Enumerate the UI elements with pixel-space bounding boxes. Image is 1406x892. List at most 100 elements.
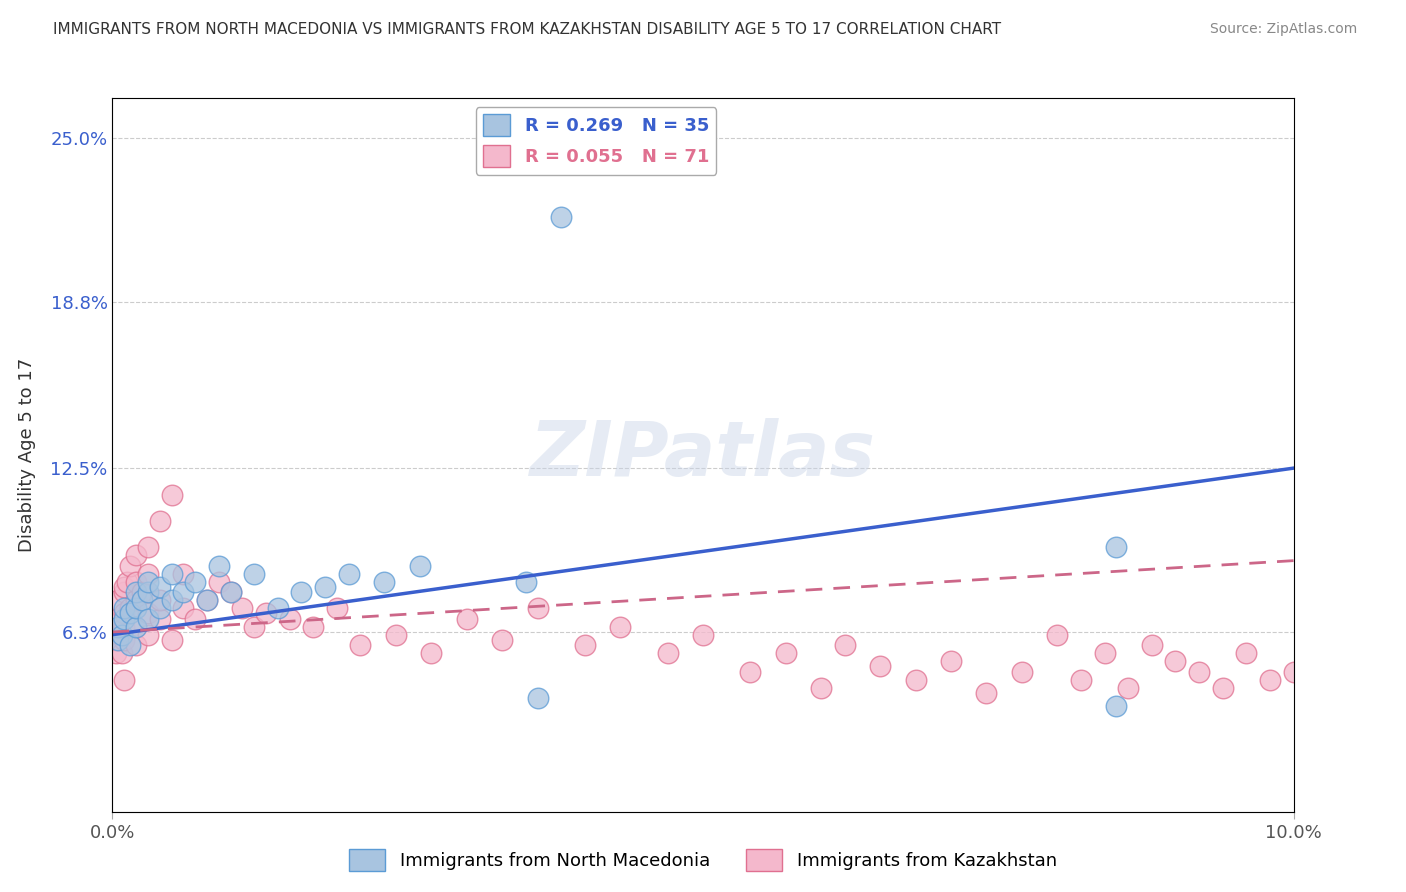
Point — [243, 566, 266, 581]
Point — [149, 593, 172, 607]
Point — [125, 638, 148, 652]
Point — [112, 620, 135, 634]
Point — [526, 601, 548, 615]
Point — [125, 620, 148, 634]
Point — [219, 585, 242, 599]
Point — [125, 620, 148, 634]
Point — [112, 580, 135, 594]
Point — [337, 566, 360, 581]
Point — [609, 620, 631, 634]
Legend: Immigrants from North Macedonia, Immigrants from Kazakhstan: Immigrants from North Macedonia, Immigra… — [342, 842, 1064, 879]
Point — [136, 627, 159, 641]
Point — [195, 593, 218, 607]
Point — [105, 632, 128, 647]
Point — [1105, 698, 1128, 713]
Point — [740, 665, 762, 679]
Point — [550, 210, 572, 224]
Point — [111, 646, 134, 660]
Point — [172, 585, 194, 599]
Point — [112, 673, 135, 687]
Legend: R = 0.269   N = 35, R = 0.055   N = 71: R = 0.269 N = 35, R = 0.055 N = 71 — [475, 107, 716, 175]
Point — [149, 612, 172, 626]
Text: Source: ZipAtlas.com: Source: ZipAtlas.com — [1209, 22, 1357, 37]
Point — [112, 585, 135, 599]
Point — [456, 612, 478, 626]
Point — [349, 638, 371, 652]
Point — [136, 574, 159, 589]
Point — [125, 593, 148, 607]
Point — [107, 620, 129, 634]
Point — [112, 632, 135, 647]
Point — [491, 632, 513, 647]
Point — [1282, 665, 1305, 679]
Point — [1258, 673, 1281, 687]
Point — [120, 638, 142, 652]
Point — [160, 632, 183, 647]
Point — [105, 646, 128, 660]
Point — [574, 638, 596, 652]
Point — [243, 620, 266, 634]
Point — [1070, 673, 1092, 687]
Point — [976, 686, 998, 700]
Point — [125, 574, 148, 589]
Point — [149, 580, 172, 594]
Point — [869, 659, 891, 673]
Point — [515, 574, 537, 589]
Point — [1212, 681, 1234, 695]
Point — [657, 646, 679, 660]
Point — [810, 681, 832, 695]
Point — [125, 601, 148, 615]
Point — [385, 627, 408, 641]
Point — [1011, 665, 1033, 679]
Point — [160, 566, 183, 581]
Point — [267, 601, 290, 615]
Point — [1188, 665, 1211, 679]
Point — [149, 514, 172, 528]
Point — [115, 574, 138, 589]
Point — [939, 654, 962, 668]
Point — [278, 612, 301, 626]
Point — [1116, 681, 1139, 695]
Point — [314, 580, 336, 594]
Point — [1234, 646, 1257, 660]
Point — [408, 558, 430, 573]
Point — [160, 593, 183, 607]
Text: ZIPatlas: ZIPatlas — [530, 418, 876, 491]
Point — [125, 585, 148, 599]
Point — [131, 585, 153, 599]
Point — [111, 627, 134, 641]
Point — [1105, 541, 1128, 555]
Point — [120, 607, 142, 621]
Point — [107, 632, 129, 647]
Point — [219, 585, 242, 599]
Point — [208, 574, 231, 589]
Point — [1164, 654, 1187, 668]
Point — [136, 612, 159, 626]
Point — [112, 607, 135, 621]
Point — [120, 558, 142, 573]
Point — [834, 638, 856, 652]
Point — [160, 487, 183, 501]
Point — [125, 549, 148, 563]
Point — [112, 601, 135, 615]
Point — [184, 574, 207, 589]
Point — [107, 612, 129, 626]
Point — [107, 593, 129, 607]
Point — [904, 673, 927, 687]
Point — [149, 601, 172, 615]
Point — [231, 601, 253, 615]
Point — [373, 574, 395, 589]
Point — [136, 566, 159, 581]
Point — [136, 585, 159, 599]
Point — [1046, 627, 1069, 641]
Point — [112, 612, 135, 626]
Point — [254, 607, 277, 621]
Point — [526, 691, 548, 706]
Point — [420, 646, 443, 660]
Point — [302, 620, 325, 634]
Point — [326, 601, 349, 615]
Point — [172, 601, 194, 615]
Point — [131, 593, 153, 607]
Point — [208, 558, 231, 573]
Point — [195, 593, 218, 607]
